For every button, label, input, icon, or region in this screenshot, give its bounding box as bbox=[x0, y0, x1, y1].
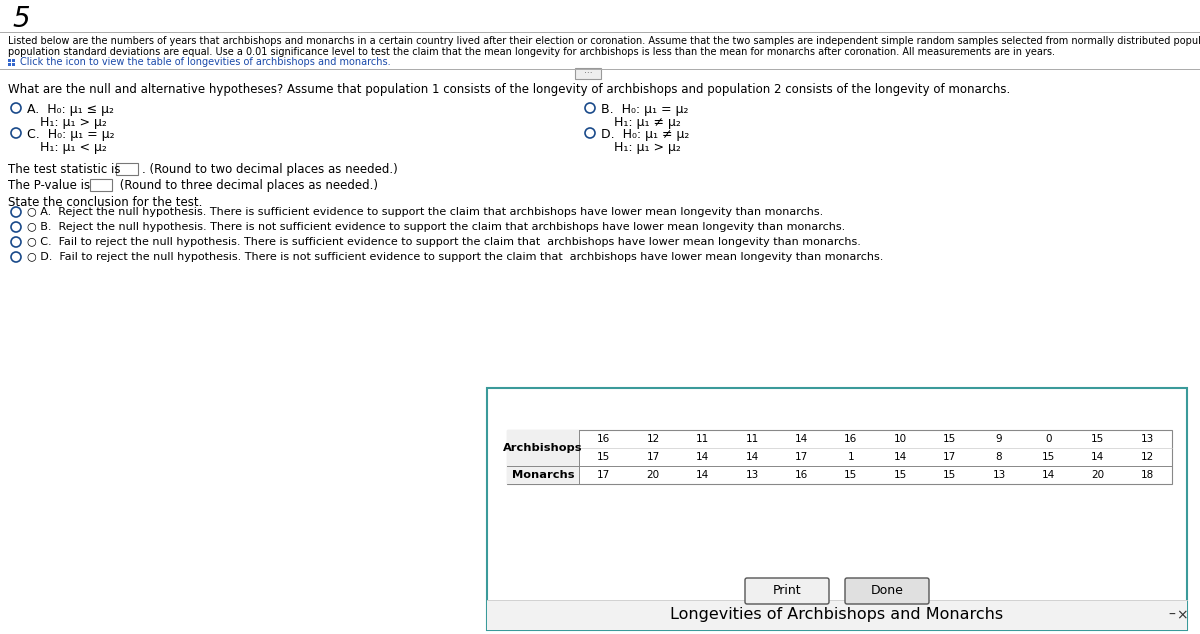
Text: H₁: μ₁ > μ₂: H₁: μ₁ > μ₂ bbox=[614, 141, 680, 154]
Text: What are the null and alternative hypotheses? Assume that population 1 consists : What are the null and alternative hypoth… bbox=[8, 83, 1010, 96]
Text: 17: 17 bbox=[943, 452, 956, 462]
Bar bbox=[575, 68, 601, 79]
Text: 14: 14 bbox=[894, 452, 907, 462]
Bar bbox=[8, 59, 11, 62]
Text: 15: 15 bbox=[943, 470, 956, 480]
Text: 12: 12 bbox=[647, 434, 660, 444]
Text: 14: 14 bbox=[745, 452, 758, 462]
Text: . (Round to two decimal places as needed.): . (Round to two decimal places as needed… bbox=[142, 163, 397, 176]
Text: Archbishops: Archbishops bbox=[503, 443, 583, 453]
Text: 15: 15 bbox=[598, 452, 611, 462]
Bar bbox=[12, 59, 14, 62]
Bar bbox=[487, 388, 1187, 630]
Text: 5: 5 bbox=[12, 5, 30, 33]
Text: 14: 14 bbox=[696, 470, 709, 480]
Text: B.  H₀: μ₁ = μ₂: B. H₀: μ₁ = μ₂ bbox=[601, 103, 689, 116]
Text: ○ D.  Fail to reject the null hypothesis. There is not sufficient evidence to su: ○ D. Fail to reject the null hypothesis.… bbox=[28, 252, 883, 262]
Text: Print: Print bbox=[773, 585, 802, 597]
Text: 15: 15 bbox=[894, 470, 907, 480]
Text: 11: 11 bbox=[745, 434, 758, 444]
Text: 11: 11 bbox=[696, 434, 709, 444]
Text: 13: 13 bbox=[992, 470, 1006, 480]
Text: 17: 17 bbox=[794, 452, 808, 462]
Text: The test statistic is: The test statistic is bbox=[8, 163, 120, 176]
Text: State the conclusion for the test.: State the conclusion for the test. bbox=[8, 196, 203, 209]
Text: 14: 14 bbox=[1042, 470, 1055, 480]
Text: 14: 14 bbox=[696, 452, 709, 462]
Text: 15: 15 bbox=[943, 434, 956, 444]
Text: 13: 13 bbox=[1141, 434, 1154, 444]
Text: A.  H₀: μ₁ ≤ μ₂: A. H₀: μ₁ ≤ μ₂ bbox=[28, 103, 114, 116]
Bar bbox=[487, 600, 1187, 630]
Text: ···: ··· bbox=[583, 70, 593, 79]
Text: H₁: μ₁ ≠ μ₂: H₁: μ₁ ≠ μ₂ bbox=[614, 116, 680, 129]
Text: D.  H₀: μ₁ ≠ μ₂: D. H₀: μ₁ ≠ μ₂ bbox=[601, 128, 689, 141]
Text: 17: 17 bbox=[598, 470, 611, 480]
Text: Done: Done bbox=[870, 585, 904, 597]
Bar bbox=[8, 63, 11, 66]
Text: Monarchs: Monarchs bbox=[511, 470, 575, 480]
Text: 0: 0 bbox=[1045, 434, 1051, 444]
Text: 17: 17 bbox=[647, 452, 660, 462]
Text: ○ C.  Fail to reject the null hypothesis. There is sufficient evidence to suppor: ○ C. Fail to reject the null hypothesis.… bbox=[28, 237, 860, 247]
Text: 13: 13 bbox=[745, 470, 758, 480]
Text: H₁: μ₁ < μ₂: H₁: μ₁ < μ₂ bbox=[40, 141, 107, 154]
Text: 14: 14 bbox=[1091, 452, 1104, 462]
Text: 10: 10 bbox=[894, 434, 907, 444]
Text: 15: 15 bbox=[1042, 452, 1055, 462]
FancyBboxPatch shape bbox=[745, 578, 829, 604]
Text: ○ B.  Reject the null hypothesis. There is not sufficient evidence to support th: ○ B. Reject the null hypothesis. There i… bbox=[28, 222, 845, 232]
Text: 1: 1 bbox=[847, 452, 854, 462]
Bar bbox=[508, 430, 1172, 484]
Text: –: – bbox=[1169, 608, 1176, 622]
Text: 15: 15 bbox=[844, 470, 858, 480]
Text: The P-value is: The P-value is bbox=[8, 179, 90, 192]
Text: ×: × bbox=[1176, 608, 1188, 622]
Text: Longevities of Archbishops and Monarchs: Longevities of Archbishops and Monarchs bbox=[671, 607, 1003, 623]
Text: (Round to three decimal places as needed.): (Round to three decimal places as needed… bbox=[116, 179, 378, 192]
Text: 20: 20 bbox=[1091, 470, 1104, 480]
Text: 14: 14 bbox=[794, 434, 808, 444]
Text: H₁: μ₁ > μ₂: H₁: μ₁ > μ₂ bbox=[40, 116, 107, 129]
Text: Listed below are the numbers of years that archbishops and monarchs in a certain: Listed below are the numbers of years th… bbox=[8, 36, 1200, 46]
Text: 16: 16 bbox=[598, 434, 611, 444]
Bar bbox=[116, 163, 138, 175]
Text: population standard deviations are equal. Use a 0.01 significance level to test : population standard deviations are equal… bbox=[8, 47, 1055, 57]
Text: C.  H₀: μ₁ = μ₂: C. H₀: μ₁ = μ₂ bbox=[28, 128, 115, 141]
FancyBboxPatch shape bbox=[845, 578, 929, 604]
Text: 20: 20 bbox=[647, 470, 660, 480]
Text: 8: 8 bbox=[996, 452, 1002, 462]
Text: Click the icon to view the table of longevities of archbishops and monarchs.: Click the icon to view the table of long… bbox=[20, 57, 391, 67]
Text: 16: 16 bbox=[844, 434, 858, 444]
Text: 18: 18 bbox=[1141, 470, 1154, 480]
Text: ○ A.  Reject the null hypothesis. There is sufficient evidence to support the cl: ○ A. Reject the null hypothesis. There i… bbox=[28, 207, 823, 217]
Text: 15: 15 bbox=[1091, 434, 1104, 444]
Bar bbox=[12, 63, 14, 66]
Text: 12: 12 bbox=[1141, 452, 1154, 462]
Bar bbox=[90, 179, 112, 191]
Text: 9: 9 bbox=[996, 434, 1002, 444]
Bar bbox=[508, 466, 580, 484]
Text: 16: 16 bbox=[794, 470, 808, 480]
Bar bbox=[508, 430, 580, 466]
